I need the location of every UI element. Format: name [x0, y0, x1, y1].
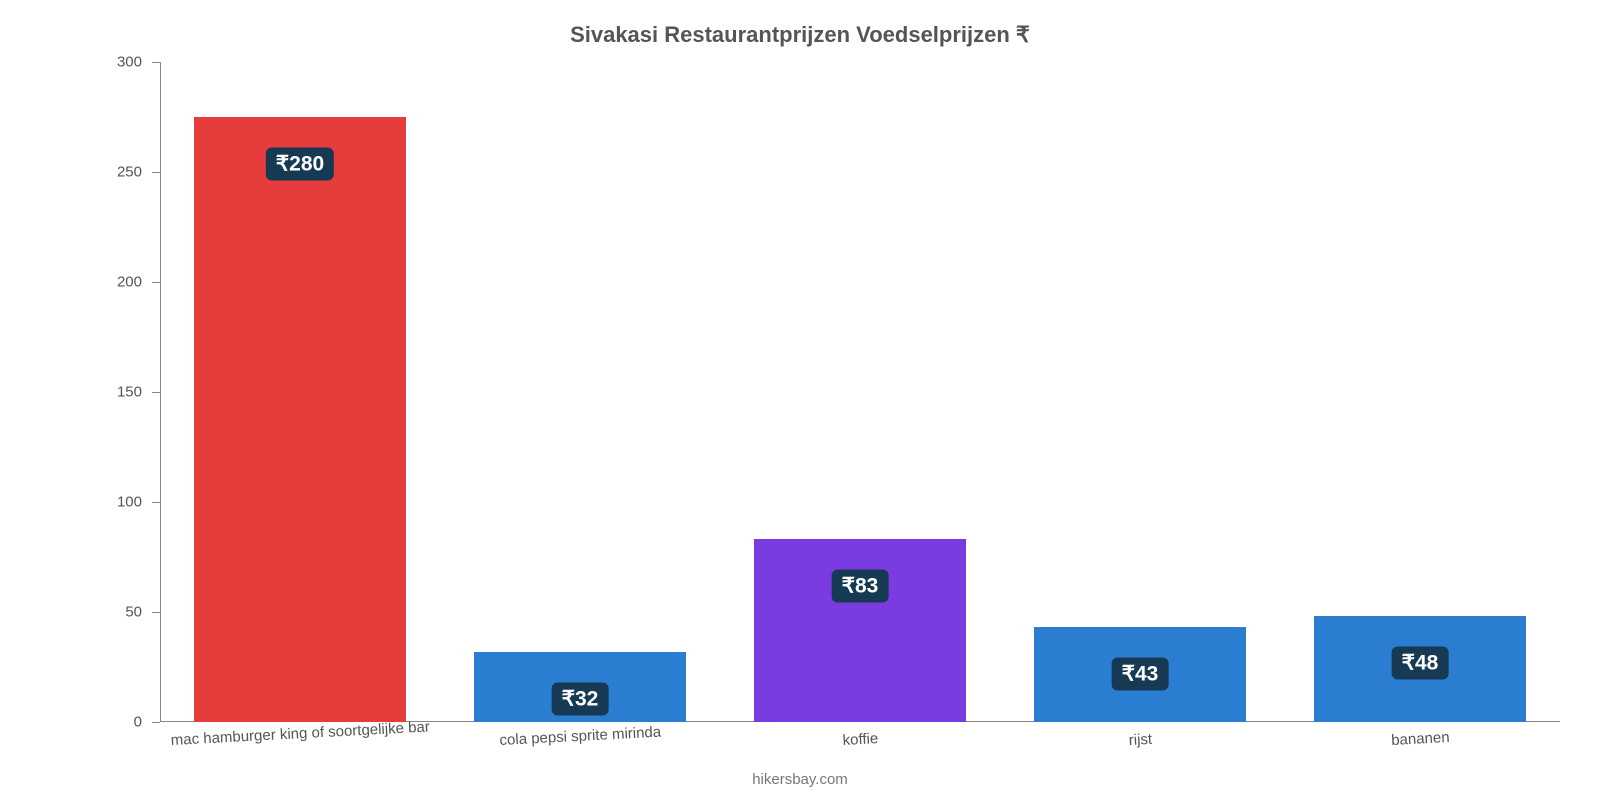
plot-area: 050100150200250300₹280mac hamburger king… [160, 62, 1560, 722]
x-tick-label: rijst [1128, 731, 1152, 749]
chart-container: Sivakasi Restaurantprijzen Voedselprijze… [0, 0, 1600, 800]
x-tick-label: koffie [842, 730, 878, 749]
y-tick-label: 0 [92, 714, 142, 731]
y-tick [152, 502, 160, 503]
y-axis-line [160, 62, 161, 722]
x-tick-label: bananen [1391, 729, 1450, 749]
y-tick-label: 150 [92, 384, 142, 401]
y-tick [152, 62, 160, 63]
y-tick [152, 392, 160, 393]
y-tick-label: 300 [92, 54, 142, 71]
bar-value-label: ₹48 [1392, 647, 1449, 680]
bar-value-label: ₹43 [1112, 658, 1169, 691]
x-tick-label: mac hamburger king of soortgelijke bar [170, 718, 430, 749]
y-tick-label: 250 [92, 164, 142, 181]
y-tick-label: 200 [92, 274, 142, 291]
y-tick [152, 172, 160, 173]
x-tick-label: cola pepsi sprite mirinda [499, 724, 661, 749]
bar [754, 539, 967, 722]
y-tick [152, 612, 160, 613]
y-tick-label: 50 [92, 604, 142, 621]
bar-value-label: ₹280 [266, 148, 334, 181]
bar [194, 117, 407, 722]
y-tick [152, 722, 160, 723]
y-tick [152, 282, 160, 283]
bar-value-label: ₹32 [552, 682, 609, 715]
y-tick-label: 100 [92, 494, 142, 511]
chart-title: Sivakasi Restaurantprijzen Voedselprijze… [0, 22, 1600, 48]
bar-value-label: ₹83 [832, 570, 889, 603]
attribution: hikersbay.com [0, 771, 1600, 788]
